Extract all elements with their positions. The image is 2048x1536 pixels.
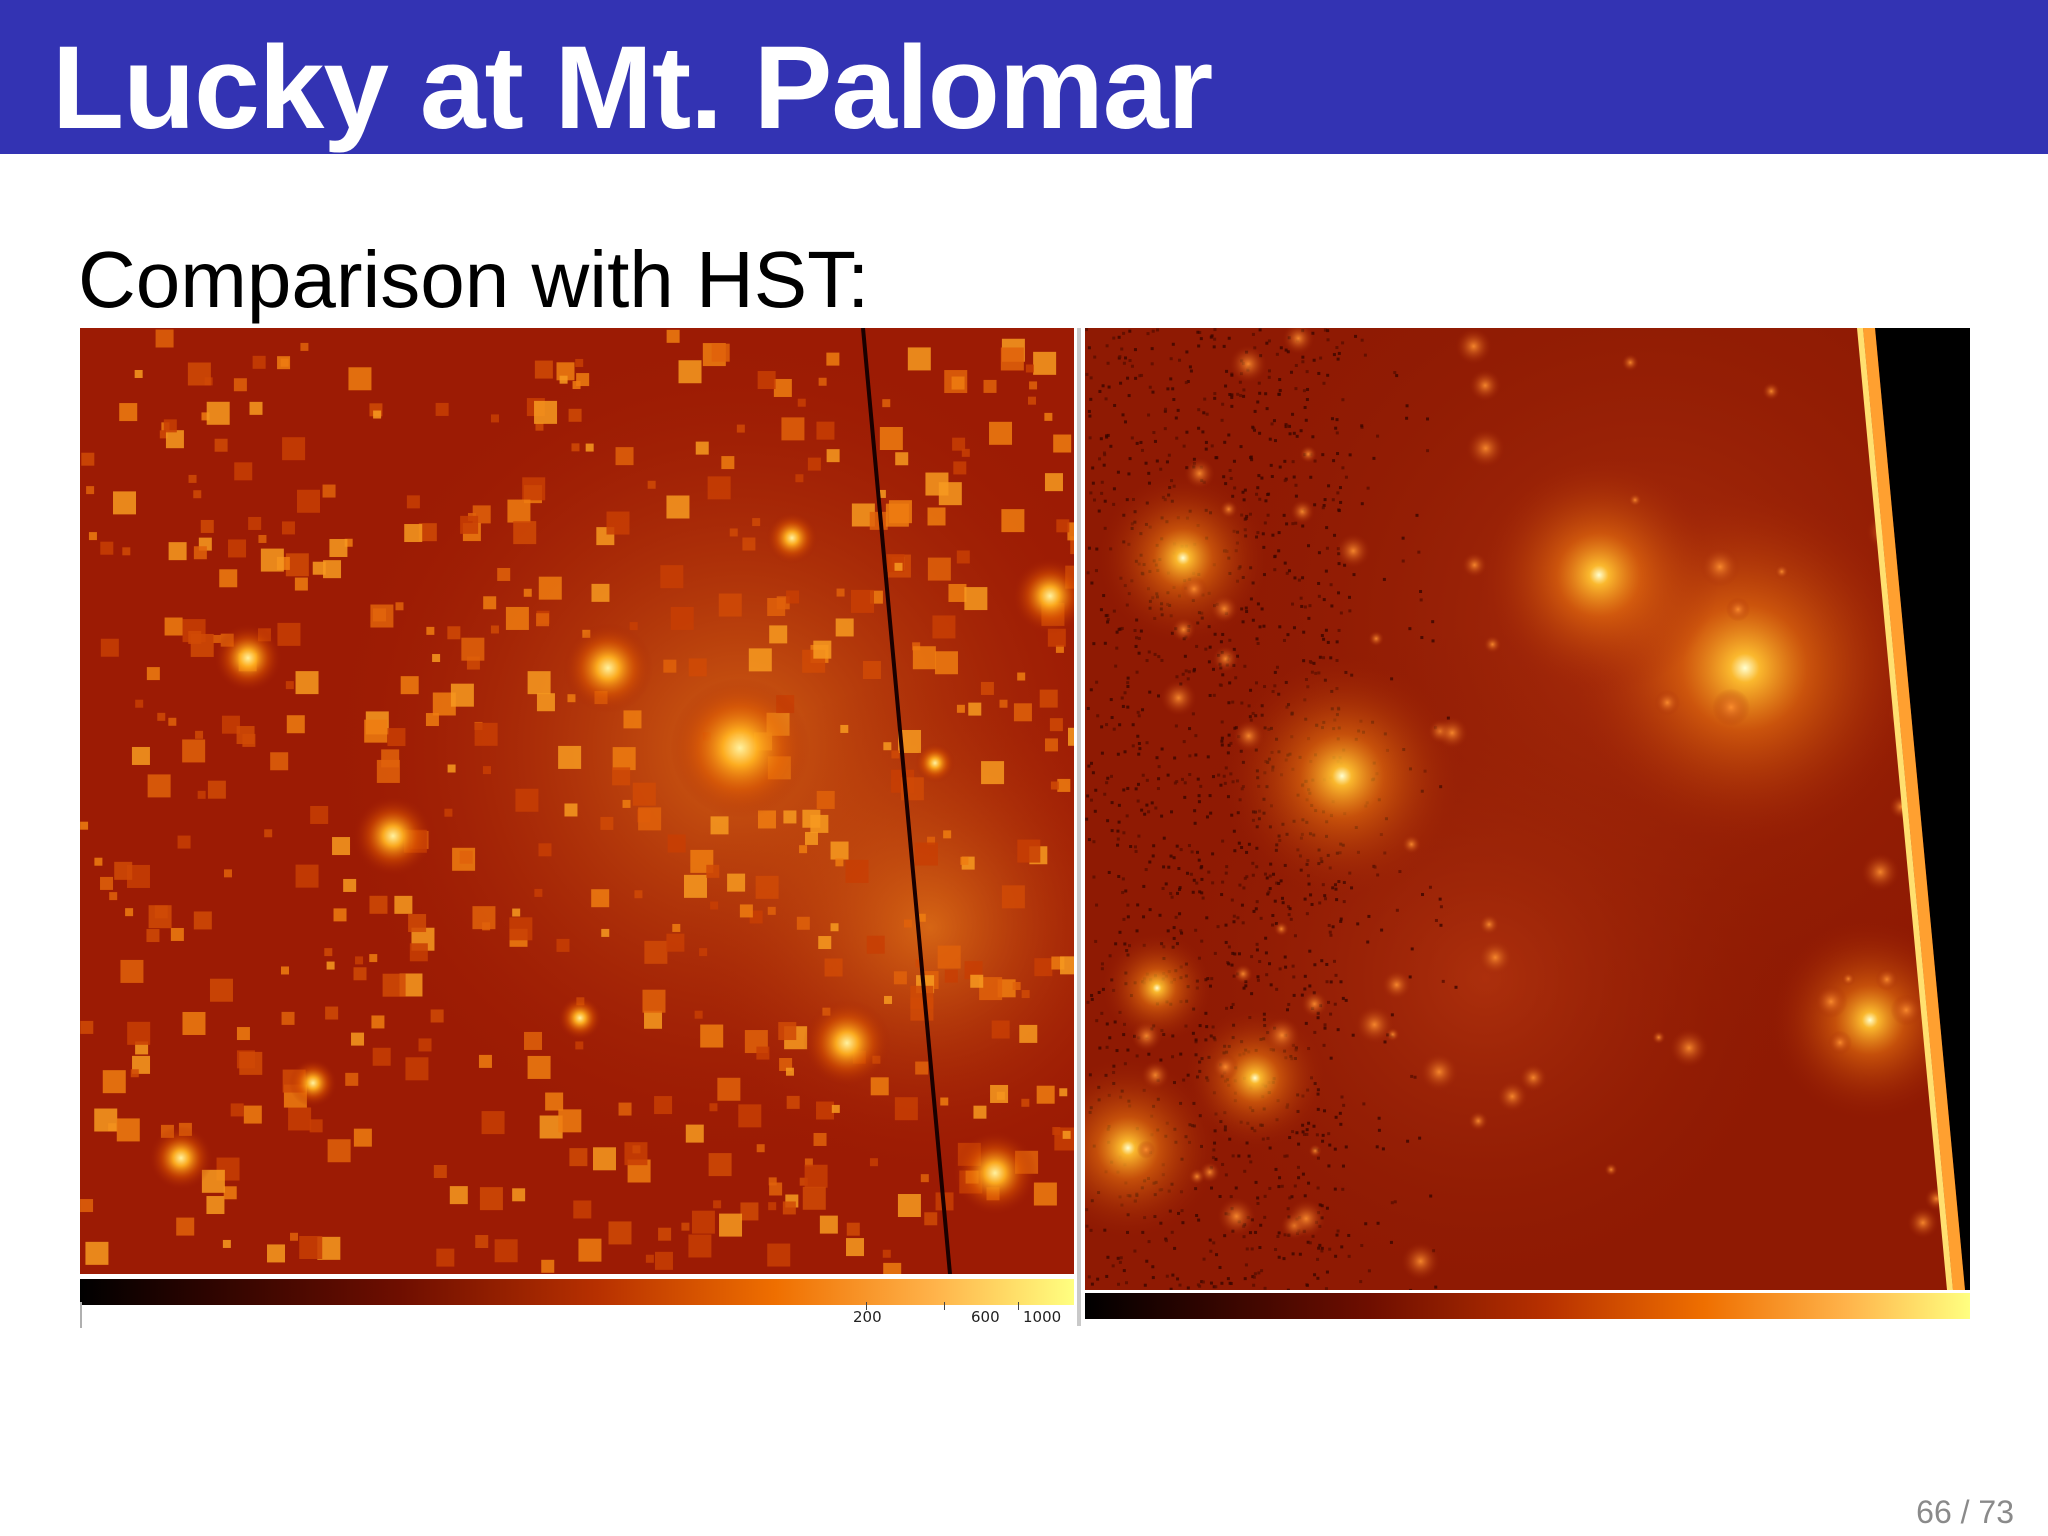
colorbar-tick-label: 1000 [1023, 1308, 1062, 1326]
slide-title: Lucky at Mt. Palomar [52, 22, 1213, 154]
colorbar-tick-mark [944, 1302, 945, 1310]
colorbar-tick-mark [866, 1302, 867, 1310]
title-bar: Lucky at Mt. Palomar [0, 0, 2048, 154]
colorbar-left [80, 1276, 1074, 1305]
colorbar-tick-label: 600 [971, 1308, 1000, 1326]
colorbar-axis [80, 1302, 1074, 1328]
colorbar-tick-mark [1018, 1302, 1019, 1310]
page-number: 66 / 73 [1916, 1494, 2014, 1530]
colorbar-tick-label: 200 [853, 1308, 882, 1326]
slide-subtitle: Comparison with HST: [78, 235, 870, 324]
hst-image [1085, 328, 1970, 1290]
colorbar-right [1085, 1290, 1970, 1319]
lucky-image [80, 328, 1074, 1274]
star-field-image [1085, 328, 1970, 1290]
image-divider [1077, 328, 1081, 1326]
star-field-image [80, 328, 1074, 1274]
